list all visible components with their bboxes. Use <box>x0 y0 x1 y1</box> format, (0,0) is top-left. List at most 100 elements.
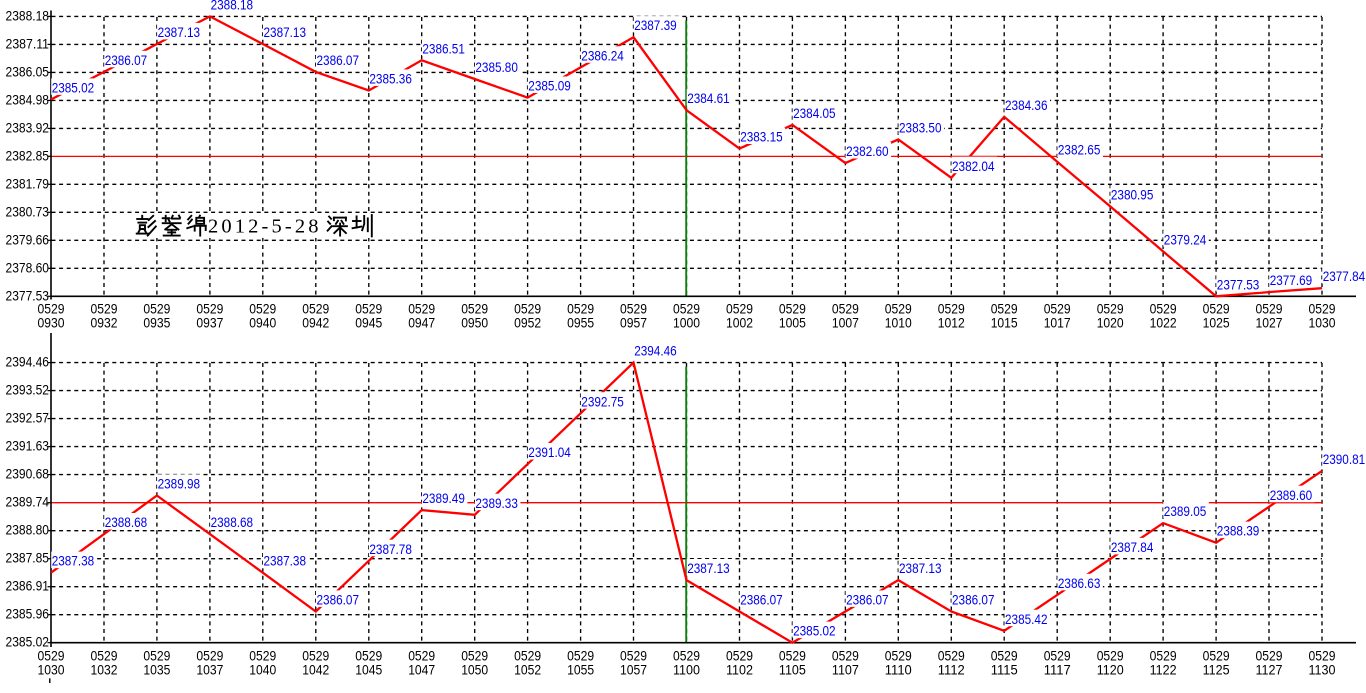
svg-text:1032: 1032 <box>91 663 118 678</box>
svg-text:0529: 0529 <box>38 302 65 317</box>
svg-text:2387.84: 2387.84 <box>1111 540 1154 555</box>
svg-text:1010: 1010 <box>885 316 912 331</box>
svg-text:2388.68: 2388.68 <box>211 515 254 530</box>
svg-text:2387.13: 2387.13 <box>687 561 730 576</box>
svg-text:0529: 0529 <box>1309 302 1336 317</box>
svg-text:2389.33: 2389.33 <box>475 496 518 511</box>
svg-text:0529: 0529 <box>726 649 753 664</box>
svg-text:0529: 0529 <box>302 302 329 317</box>
svg-text:1105: 1105 <box>779 663 806 678</box>
svg-text:0947: 0947 <box>408 316 435 331</box>
svg-text:2383.15: 2383.15 <box>740 130 783 145</box>
svg-text:0940: 0940 <box>249 316 276 331</box>
svg-text:2387.11: 2387.11 <box>6 36 50 51</box>
svg-text:2386.07: 2386.07 <box>105 53 148 68</box>
svg-text:0945: 0945 <box>355 316 382 331</box>
svg-text:2387.38: 2387.38 <box>264 554 307 569</box>
svg-text:2386.07: 2386.07 <box>846 593 889 608</box>
svg-text:2391.63: 2391.63 <box>6 439 50 454</box>
svg-text:1005: 1005 <box>779 316 806 331</box>
svg-text:2385.02: 2385.02 <box>6 635 50 650</box>
svg-text:0529: 0529 <box>1203 649 1230 664</box>
svg-text:2380.95: 2380.95 <box>1111 187 1154 202</box>
svg-text:0529: 0529 <box>1203 302 1230 317</box>
svg-text:2385.80: 2385.80 <box>475 60 518 75</box>
svg-text:0529: 0529 <box>779 649 806 664</box>
svg-text:2379.24: 2379.24 <box>1164 232 1207 247</box>
svg-text:0529: 0529 <box>196 302 223 317</box>
svg-text:2388.18: 2388.18 <box>211 0 254 12</box>
svg-text:2391.04: 2391.04 <box>528 445 571 460</box>
svg-text:0529: 0529 <box>408 302 435 317</box>
svg-text:2384.61: 2384.61 <box>687 91 730 106</box>
svg-text:1002: 1002 <box>726 316 753 331</box>
svg-text:2382.04: 2382.04 <box>952 159 995 174</box>
svg-text:0935: 0935 <box>143 316 170 331</box>
svg-text:2377.69: 2377.69 <box>1270 273 1313 288</box>
svg-text:2389.74: 2389.74 <box>6 495 50 510</box>
svg-text:1117: 1117 <box>1044 663 1071 678</box>
svg-text:2383.92: 2383.92 <box>6 120 50 135</box>
svg-text:1100: 1100 <box>673 663 700 678</box>
svg-text:2385.02: 2385.02 <box>793 624 836 639</box>
svg-text:1015: 1015 <box>991 316 1018 331</box>
svg-text:0529: 0529 <box>196 649 223 664</box>
svg-text:1102: 1102 <box>726 663 753 678</box>
svg-text:2385.36: 2385.36 <box>369 72 412 87</box>
svg-text:0942: 0942 <box>302 316 329 331</box>
svg-text:0529: 0529 <box>1044 302 1071 317</box>
svg-text:1025: 1025 <box>1203 316 1230 331</box>
svg-text:0529: 0529 <box>938 649 965 664</box>
svg-text:2379.66: 2379.66 <box>6 232 50 247</box>
svg-text:2382.65: 2382.65 <box>1058 143 1101 158</box>
svg-text:1012: 1012 <box>938 316 965 331</box>
svg-text:2389.60: 2389.60 <box>1270 488 1313 503</box>
svg-text:0529: 0529 <box>832 302 859 317</box>
svg-text:1000: 1000 <box>673 316 700 331</box>
svg-text:2386.07: 2386.07 <box>317 593 360 608</box>
svg-text:2392.75: 2392.75 <box>581 394 624 409</box>
svg-text:2390.68: 2390.68 <box>6 467 50 482</box>
svg-text:1022: 1022 <box>1150 316 1177 331</box>
svg-text:0957: 0957 <box>620 316 647 331</box>
svg-text:1050: 1050 <box>461 663 488 678</box>
svg-text:2394.46: 2394.46 <box>6 355 50 370</box>
svg-text:2384.36: 2384.36 <box>1005 98 1048 113</box>
svg-text:1130: 1130 <box>1309 663 1336 678</box>
svg-text:1037: 1037 <box>196 663 223 678</box>
svg-text:2386.07: 2386.07 <box>952 593 995 608</box>
svg-text:0529: 0529 <box>91 302 118 317</box>
svg-text:1030: 1030 <box>38 663 65 678</box>
svg-text:0529: 0529 <box>885 302 912 317</box>
svg-text:2387.13: 2387.13 <box>158 25 201 40</box>
svg-text:0529: 0529 <box>249 649 276 664</box>
svg-text:1007: 1007 <box>832 316 859 331</box>
svg-text:0529: 0529 <box>567 649 594 664</box>
svg-text:2387.13: 2387.13 <box>899 561 942 576</box>
svg-text:0529: 0529 <box>461 302 488 317</box>
svg-text:0529: 0529 <box>885 649 912 664</box>
svg-text:0529: 0529 <box>143 302 170 317</box>
svg-text:0529: 0529 <box>991 302 1018 317</box>
svg-text:0529: 0529 <box>38 649 65 664</box>
svg-text:2386.91: 2386.91 <box>6 579 50 594</box>
svg-text:1020: 1020 <box>1097 316 1124 331</box>
svg-text:2386.63: 2386.63 <box>1058 576 1101 591</box>
svg-text:2377.53: 2377.53 <box>1217 277 1260 292</box>
svg-text:0950: 0950 <box>461 316 488 331</box>
svg-text:0529: 0529 <box>673 302 700 317</box>
svg-text:0529: 0529 <box>249 302 276 317</box>
svg-text:1027: 1027 <box>1256 316 1283 331</box>
svg-text:1122: 1122 <box>1150 663 1177 678</box>
svg-text:2389.49: 2389.49 <box>422 491 465 506</box>
svg-text:0952: 0952 <box>514 316 541 331</box>
svg-text:0529: 0529 <box>620 649 647 664</box>
svg-text:2381.79: 2381.79 <box>6 176 50 191</box>
svg-text:1045: 1045 <box>355 663 382 678</box>
svg-text:0529: 0529 <box>1097 649 1124 664</box>
svg-text:0930: 0930 <box>38 316 65 331</box>
svg-text:0937: 0937 <box>196 316 223 331</box>
svg-text:1115: 1115 <box>991 663 1018 678</box>
svg-text:2385.42: 2385.42 <box>1005 612 1048 627</box>
svg-text:0529: 0529 <box>726 302 753 317</box>
